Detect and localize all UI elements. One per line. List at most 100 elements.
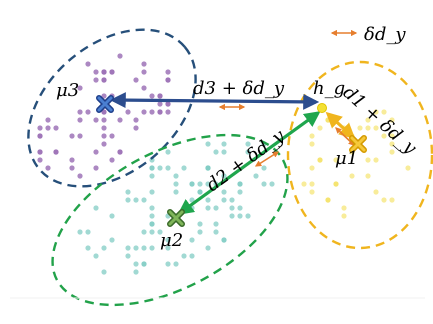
cluster-point	[213, 221, 219, 227]
cluster-point	[93, 117, 99, 123]
cluster-point	[141, 229, 147, 235]
cluster-point	[237, 213, 243, 219]
cluster-point	[221, 237, 227, 243]
centroid-mu2-label: μ2	[160, 230, 183, 251]
cluster-point	[381, 197, 387, 203]
cluster-point	[77, 133, 83, 139]
cluster-point	[165, 237, 171, 243]
query-point-hg	[317, 103, 327, 113]
cluster-point	[173, 261, 179, 267]
cluster-point	[149, 189, 155, 195]
cluster-point	[165, 101, 171, 107]
cluster-point	[373, 157, 379, 163]
cluster-point	[133, 197, 139, 203]
cluster-point	[165, 245, 171, 251]
cluster-point	[341, 213, 347, 219]
query-point-label: h_g	[313, 78, 345, 99]
cluster-point	[53, 125, 59, 131]
cluster-point	[213, 229, 219, 235]
cluster-point	[173, 173, 179, 179]
cluster-point	[165, 77, 171, 83]
cluster-point	[181, 165, 187, 171]
cluster-point	[189, 237, 195, 243]
cluster-point	[149, 93, 155, 99]
cluster-point	[125, 189, 131, 195]
cluster-point	[165, 109, 171, 115]
cluster-point	[229, 213, 235, 219]
cluster-point	[141, 245, 147, 251]
distance-arrow-mu1	[325, 111, 356, 140]
cluster-point	[325, 117, 331, 123]
cluster-point	[189, 181, 195, 187]
cluster-point	[197, 181, 203, 187]
cluster-point	[77, 85, 83, 91]
cluster-point	[333, 157, 339, 163]
cluster-point	[349, 173, 355, 179]
centroid-mu1-marker	[349, 135, 367, 153]
cluster-point	[133, 261, 139, 267]
cluster-point	[85, 245, 91, 251]
cluster-point	[101, 117, 107, 123]
cluster-point	[77, 117, 83, 123]
cluster-point	[157, 109, 163, 115]
cluster-point	[133, 125, 139, 131]
cluster-point	[133, 269, 139, 275]
cluster-point	[381, 109, 387, 115]
cluster-point	[141, 61, 147, 67]
cluster-point	[205, 245, 211, 251]
cluster-point	[133, 245, 139, 251]
delta-arrow-mu1	[335, 127, 355, 146]
cluster-point	[109, 213, 115, 219]
cluster-point	[165, 69, 171, 75]
cluster-point	[221, 141, 227, 147]
cluster-point	[165, 165, 171, 171]
cluster-point	[229, 205, 235, 211]
cluster-point	[237, 181, 243, 187]
cluster-point	[125, 197, 131, 203]
cluster-point	[261, 181, 267, 187]
cluster-point	[205, 205, 211, 211]
cluster-point	[389, 149, 395, 155]
centroid-mu3-marker	[96, 95, 114, 113]
cluster-point	[69, 157, 75, 163]
cluster-point	[157, 101, 163, 107]
cluster-point	[77, 173, 83, 179]
cluster-point	[37, 157, 43, 163]
cluster-point	[117, 53, 123, 59]
cluster-point	[93, 253, 99, 259]
cluster-point	[69, 133, 75, 139]
cluster-point	[93, 69, 99, 75]
cluster-point	[125, 253, 131, 259]
cluster-point	[53, 149, 59, 155]
cluster-point	[149, 213, 155, 219]
cluster-point	[373, 189, 379, 195]
cluster-point	[141, 109, 147, 115]
cluster-point	[173, 189, 179, 195]
cluster-point	[77, 109, 83, 115]
distance-label-mu2: d2 + δd_y	[203, 125, 290, 196]
cluster-point	[173, 181, 179, 187]
cluster-point	[133, 117, 139, 123]
cluster-point	[237, 205, 243, 211]
cluster-point	[181, 253, 187, 259]
cluster-point	[221, 197, 227, 203]
cluster-point	[125, 245, 131, 251]
centroid-mu3-label: μ3	[56, 80, 79, 101]
cluster-point	[101, 93, 107, 99]
cluster-point	[389, 141, 395, 147]
cluster-point	[93, 77, 99, 83]
cluster-point	[237, 189, 243, 195]
cluster-point	[149, 205, 155, 211]
cluster-point	[101, 77, 107, 83]
cluster-point	[149, 109, 155, 115]
cluster-point	[101, 269, 107, 275]
cluster-point	[165, 149, 171, 155]
cluster-point	[149, 173, 155, 179]
cluster-point	[325, 197, 331, 203]
cluster-point	[245, 213, 251, 219]
cluster-point	[101, 109, 107, 115]
cluster-point	[197, 189, 203, 195]
cluster-point	[101, 125, 107, 131]
cluster-point	[45, 165, 51, 171]
cluster-point	[117, 117, 123, 123]
